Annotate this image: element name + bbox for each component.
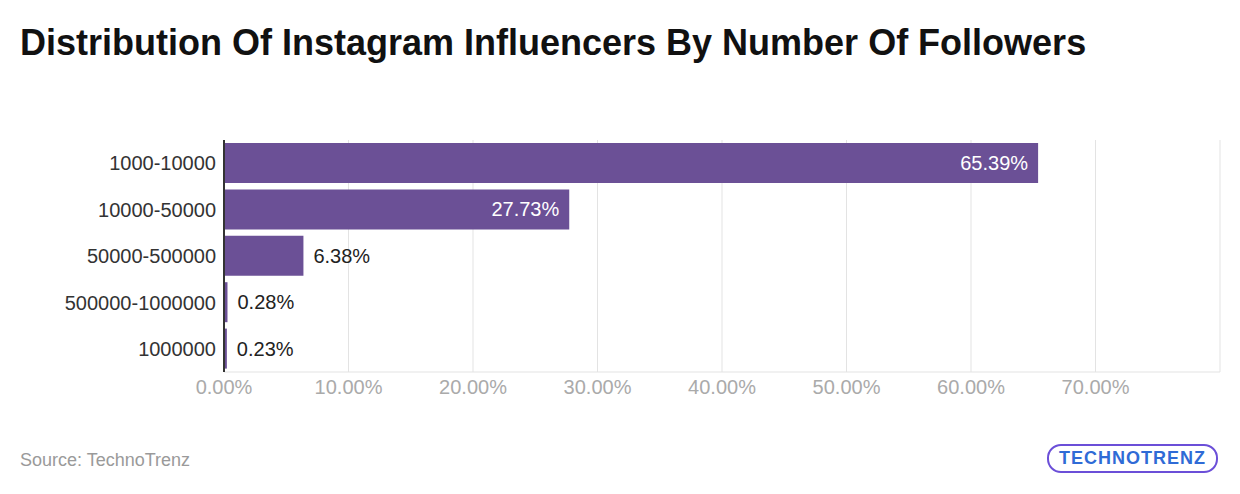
svg-text:50.00%: 50.00% xyxy=(813,376,881,398)
html-text:Distribution Of Instagram Infl: Distribution Of Instagram Influencers By… xyxy=(20,22,1087,63)
svg-text:0.00%: 0.00% xyxy=(196,376,253,398)
svg-text:1000000: 1000000 xyxy=(138,338,216,360)
svg-text:10.00%: 10.00% xyxy=(315,376,383,398)
svg-text:65.39%: 65.39% xyxy=(960,152,1028,174)
svg-text:0.28%: 0.28% xyxy=(237,291,294,313)
svg-text:0.23%: 0.23% xyxy=(237,338,294,360)
html-text:Source: TechnoTrenz: Source: TechnoTrenz xyxy=(20,450,191,470)
svg-text:30.00%: 30.00% xyxy=(564,376,632,398)
svg-text:500000-1000000: 500000-1000000 xyxy=(65,292,216,314)
svg-text:6.38%: 6.38% xyxy=(313,245,370,267)
svg-text:50000-500000: 50000-500000 xyxy=(87,245,216,267)
svg-text:27.73%: 27.73% xyxy=(491,198,559,220)
svg-text:60.00%: 60.00% xyxy=(937,376,1005,398)
html-text:TECHNOTRENZ: TECHNOTRENZ xyxy=(1059,448,1206,468)
svg-text:1000-10000: 1000-10000 xyxy=(109,152,216,174)
svg-text:10000-50000: 10000-50000 xyxy=(98,199,216,221)
svg-text:40.00%: 40.00% xyxy=(688,376,756,398)
svg-text:70.00%: 70.00% xyxy=(1062,376,1130,398)
svg-text:20.00%: 20.00% xyxy=(439,376,507,398)
